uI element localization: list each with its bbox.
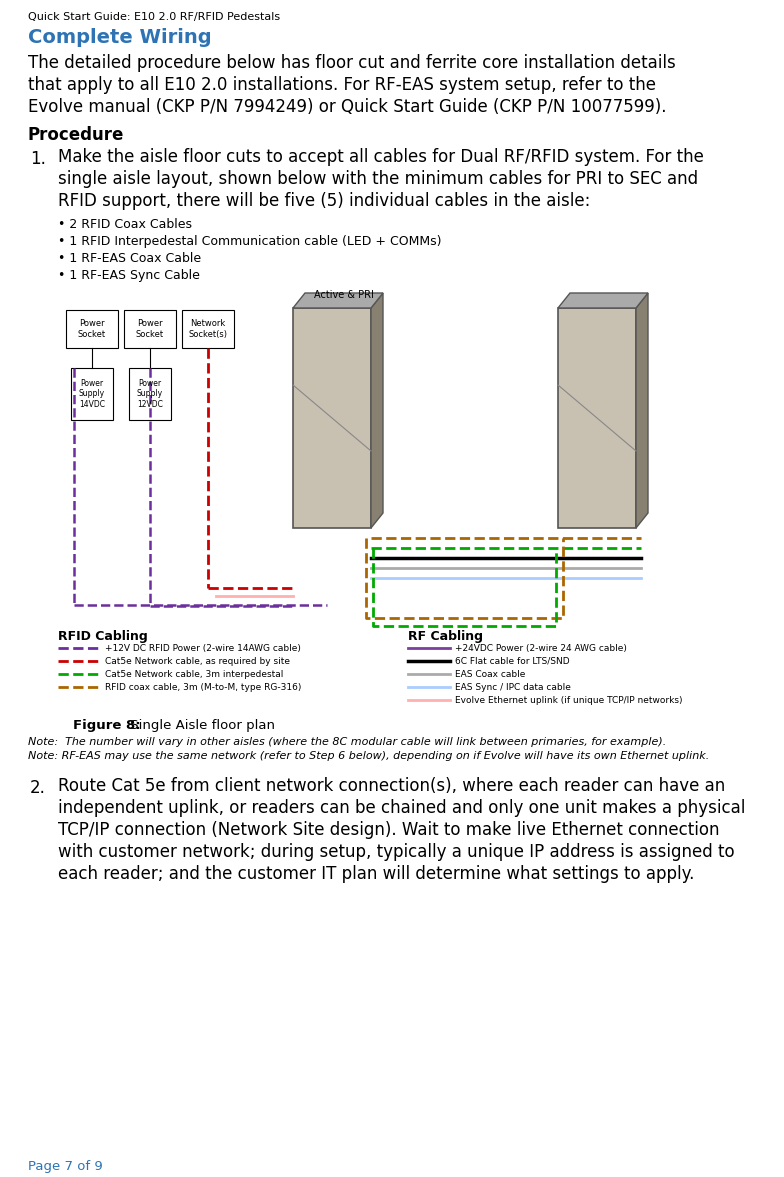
Polygon shape bbox=[293, 293, 383, 308]
Text: Active & PRI: Active & PRI bbox=[314, 290, 374, 300]
Text: with customer network; during setup, typically a unique IP address is assigned t: with customer network; during setup, typ… bbox=[58, 843, 735, 862]
Text: +24VDC Power (2-wire 24 AWG cable): +24VDC Power (2-wire 24 AWG cable) bbox=[455, 644, 627, 653]
Bar bbox=[124, 310, 176, 348]
Text: Make the aisle floor cuts to accept all cables for Dual RF/RFID system. For the: Make the aisle floor cuts to accept all … bbox=[58, 148, 704, 166]
Text: TCP/IP connection (Network Site design). Wait to make live Ethernet connection: TCP/IP connection (Network Site design).… bbox=[58, 822, 720, 839]
Polygon shape bbox=[558, 293, 648, 308]
Bar bbox=[71, 368, 113, 420]
Text: RFID support, there will be five (5) individual cables in the aisle:: RFID support, there will be five (5) ind… bbox=[58, 192, 590, 210]
Polygon shape bbox=[371, 293, 383, 528]
Text: RF Cabling: RF Cabling bbox=[408, 630, 483, 643]
Text: • 2 RFID Coax Cables: • 2 RFID Coax Cables bbox=[58, 218, 192, 231]
Text: Note: RF-EAS may use the same network (refer to Step 6 below), depending on if E: Note: RF-EAS may use the same network (r… bbox=[28, 751, 710, 762]
Bar bbox=[182, 310, 234, 348]
Text: Single Aisle floor plan: Single Aisle floor plan bbox=[126, 719, 275, 732]
Text: EAS Sync / IPC data cable: EAS Sync / IPC data cable bbox=[455, 683, 571, 692]
Text: EAS Coax cable: EAS Coax cable bbox=[455, 670, 525, 679]
Text: Complete Wiring: Complete Wiring bbox=[28, 28, 212, 47]
Text: • 1 RFID Interpedestal Communication cable (LED + COMMs): • 1 RFID Interpedestal Communication cab… bbox=[58, 235, 441, 248]
Text: Power
Socket: Power Socket bbox=[78, 319, 106, 339]
Text: 6C Flat cable for LTS/SND: 6C Flat cable for LTS/SND bbox=[455, 657, 570, 666]
Text: Power
Socket: Power Socket bbox=[136, 319, 164, 339]
Bar bbox=[293, 308, 371, 528]
Text: Route Cat 5e from client network connection(s), where each reader can have an: Route Cat 5e from client network connect… bbox=[58, 777, 725, 794]
Text: 2.: 2. bbox=[30, 779, 46, 797]
Text: Evolve Ethernet uplink (if unique TCP/IP networks): Evolve Ethernet uplink (if unique TCP/IP… bbox=[455, 696, 683, 705]
Text: Cat5e Network cable, as required by site: Cat5e Network cable, as required by site bbox=[105, 657, 290, 666]
Text: each reader; and the customer IT plan will determine what settings to apply.: each reader; and the customer IT plan wi… bbox=[58, 865, 695, 883]
Text: Power
Supply
14VDC: Power Supply 14VDC bbox=[79, 379, 105, 408]
Text: that apply to all E10 2.0 installations. For RF-EAS system setup, refer to the: that apply to all E10 2.0 installations.… bbox=[28, 77, 656, 94]
Text: Procedure: Procedure bbox=[28, 126, 125, 144]
Bar bbox=[129, 368, 171, 420]
Bar bbox=[558, 308, 636, 528]
Text: Network
Socket(s): Network Socket(s) bbox=[188, 319, 227, 339]
Text: single aisle layout, shown below with the minimum cables for PRI to SEC and: single aisle layout, shown below with th… bbox=[58, 169, 698, 188]
Polygon shape bbox=[636, 293, 648, 528]
Text: Note:  The number will vary in other aisles (where the 8C modular cable will lin: Note: The number will vary in other aisl… bbox=[28, 737, 666, 747]
Text: • 1 RF-EAS Coax Cable: • 1 RF-EAS Coax Cable bbox=[58, 252, 201, 265]
Text: independent uplink, or readers can be chained and only one unit makes a physical: independent uplink, or readers can be ch… bbox=[58, 799, 746, 817]
Text: The detailed procedure below has floor cut and ferrite core installation details: The detailed procedure below has floor c… bbox=[28, 54, 676, 72]
Text: Figure 8:: Figure 8: bbox=[73, 719, 140, 732]
Text: 1.: 1. bbox=[30, 149, 46, 168]
Text: RFID coax cable, 3m (M-to-M, type RG-316): RFID coax cable, 3m (M-to-M, type RG-316… bbox=[105, 683, 301, 692]
Text: RFID Cabling: RFID Cabling bbox=[58, 630, 147, 643]
Text: Quick Start Guide: E10 2.0 RF/RFID Pedestals: Quick Start Guide: E10 2.0 RF/RFID Pedes… bbox=[28, 12, 280, 22]
Text: Page 7 of 9: Page 7 of 9 bbox=[28, 1161, 103, 1173]
Text: +12V DC RFID Power (2-wire 14AWG cable): +12V DC RFID Power (2-wire 14AWG cable) bbox=[105, 644, 301, 653]
Bar bbox=[66, 310, 118, 348]
Text: Evolve manual (CKP P/N 7994249) or Quick Start Guide (CKP P/N 10077599).: Evolve manual (CKP P/N 7994249) or Quick… bbox=[28, 98, 666, 117]
Text: Power
Supply
12VDC: Power Supply 12VDC bbox=[137, 379, 163, 408]
Text: Cat5e Network cable, 3m interpedestal: Cat5e Network cable, 3m interpedestal bbox=[105, 670, 283, 679]
Text: • 1 RF-EAS Sync Cable: • 1 RF-EAS Sync Cable bbox=[58, 270, 200, 282]
